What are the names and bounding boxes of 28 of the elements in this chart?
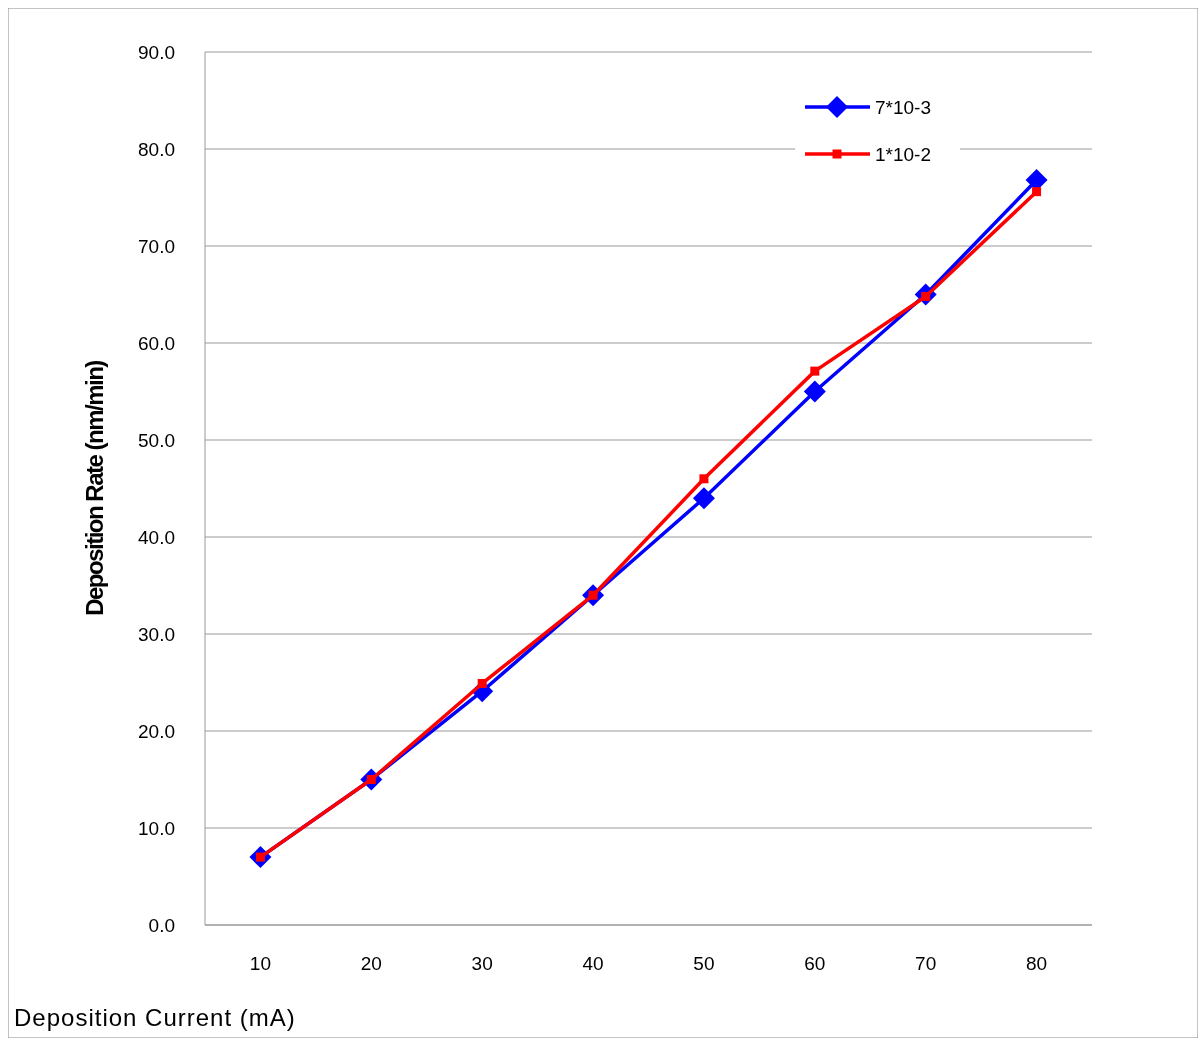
y-axis-title: Deposition Rate (nm/min) [81,360,108,616]
point [810,366,820,376]
x-tick-label: 40 [582,953,604,974]
x-tick-label: 10 [249,953,272,974]
y-tick-label: 50.0 [138,429,175,451]
y-tick-label: 10.0 [138,817,175,839]
y-tick-label: 70.0 [138,235,175,257]
x-tick-label: 70 [915,953,937,974]
point [477,678,487,688]
y-tick-label: 20.0 [138,720,175,742]
y-tick-label: 40.0 [138,526,175,548]
point [699,474,709,484]
y-tick-label: 60.0 [138,332,175,354]
y-tick-label: 90.0 [138,41,175,63]
y-tick-label: 80.0 [138,138,175,160]
x-tick-label: 30 [471,953,493,974]
legend-label: 1*10-2 [875,143,931,165]
y-tick-label: 30.0 [138,623,175,645]
point [803,380,826,403]
legend-label: 7*10-3 [875,96,931,118]
point [692,487,715,510]
x-tick-label: 80 [1025,953,1048,974]
x-tick-label: 50 [693,953,715,974]
y-tick-label: 0.0 [148,914,175,936]
x-tick-label: 60 [804,953,826,974]
point [1032,187,1042,197]
x-tick-label: 20 [360,953,382,974]
x-axis-title: Deposition Current (mA) [14,1004,296,1031]
